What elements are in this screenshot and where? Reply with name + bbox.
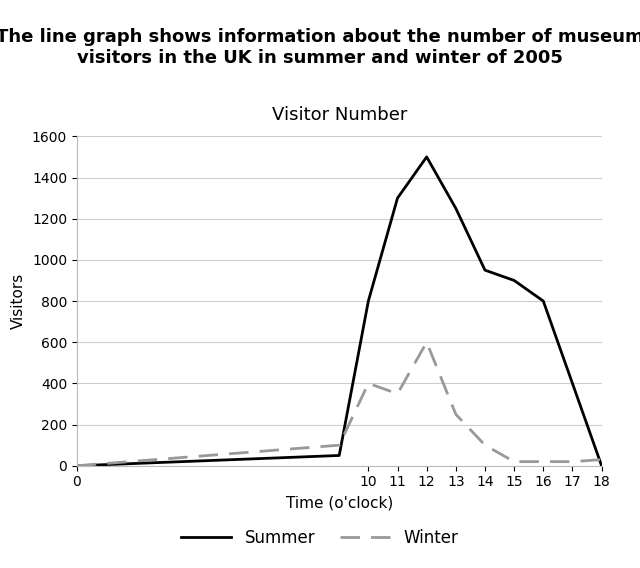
Text: The line graph shows information about the number of museum
visitors in the UK i: The line graph shows information about t… [0,28,640,67]
Y-axis label: Visitors: Visitors [12,273,26,329]
Title: Visitor Number: Visitor Number [271,106,407,124]
X-axis label: Time (o'clock): Time (o'clock) [285,495,393,510]
Legend: Summer, Winter: Summer, Winter [175,523,465,554]
